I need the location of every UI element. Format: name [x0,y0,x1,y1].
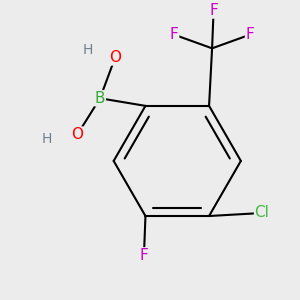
Text: F: F [140,248,148,263]
Text: B: B [95,91,105,106]
Text: H: H [83,43,93,57]
Text: F: F [246,27,254,42]
Text: F: F [209,3,218,18]
Text: O: O [71,127,83,142]
Text: O: O [109,50,121,65]
Text: F: F [170,27,178,42]
Text: H: H [42,132,52,146]
Text: Cl: Cl [255,206,269,220]
